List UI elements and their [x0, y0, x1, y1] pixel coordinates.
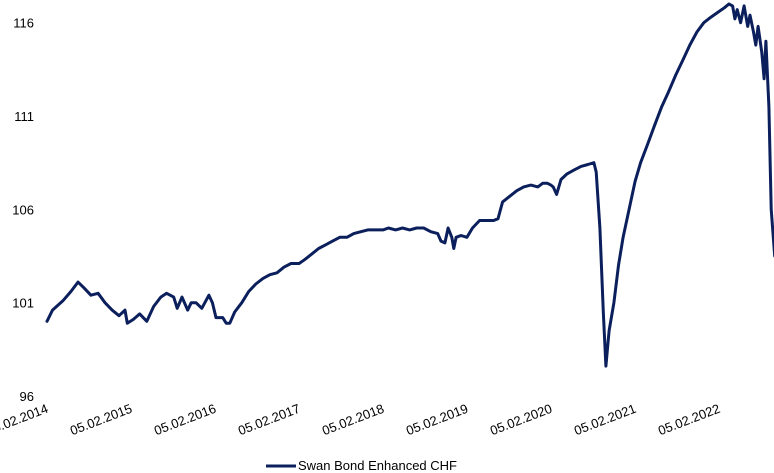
y-tick-label: 111: [14, 109, 34, 124]
legend-label: Swan Bond Enhanced CHF: [298, 458, 457, 473]
x-tick-label: 05.02.2017: [236, 401, 302, 438]
x-tick-label: 05.02.2018: [320, 401, 386, 438]
x-tick-label: 05.02.2019: [404, 401, 470, 438]
x-tick-label: 05.02.2015: [68, 401, 134, 438]
y-tick-label: 101: [12, 296, 34, 311]
x-tick-label: 05.02.2016: [152, 401, 218, 438]
y-tick-label: 116: [13, 16, 34, 31]
legend: Swan Bond Enhanced CHF: [266, 458, 457, 473]
y-axis-ticks: 96 101 106 111 116: [12, 16, 34, 404]
series-line: [45, 2, 774, 368]
y-tick-label: 106: [12, 202, 34, 217]
y-tick-label: 96: [20, 389, 34, 404]
x-tick-label: 05.02.2021: [572, 401, 638, 438]
x-tick-label: 05.02.2014: [0, 401, 50, 438]
series-layer: [45, 2, 774, 368]
x-tick-label: 05.02.2022: [656, 401, 722, 438]
x-tick-label: 05.02.2020: [488, 401, 554, 438]
x-axis-ticks: 05.02.2014 05.02.2015 05.02.2016 05.02.2017…: [0, 401, 722, 438]
